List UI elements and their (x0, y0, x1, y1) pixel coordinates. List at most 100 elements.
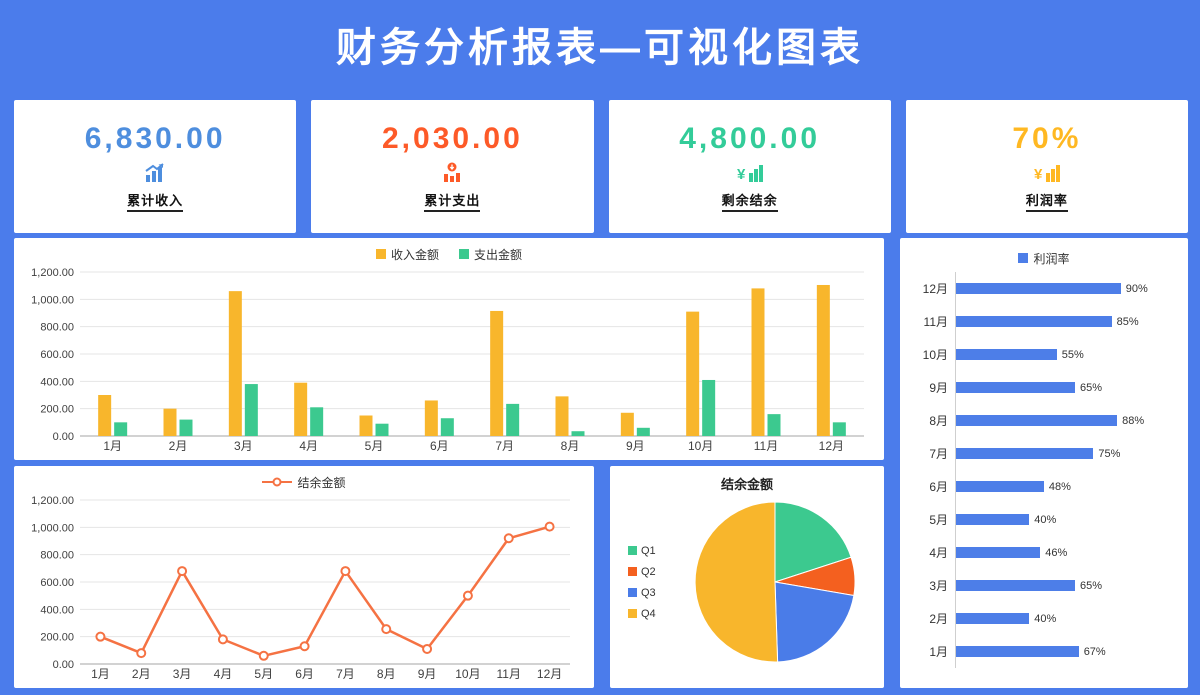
kpi-card-balance: 4,800.00 ¥ 剩余结余 (608, 100, 891, 233)
hbar-value-label: 88% (1122, 414, 1145, 427)
bar-chart-rising-icon (142, 161, 168, 185)
legend-item-income: 收入金额 (375, 246, 439, 263)
hbar-value-label: 46% (1045, 546, 1068, 559)
profit-rate-bar (956, 283, 1121, 294)
hbar-row: 12月 90% (914, 272, 1174, 305)
line-chart-legend: 结余金额 (24, 472, 584, 492)
income-bar (686, 311, 700, 436)
income-bar (620, 412, 634, 436)
hbar-value-label: 75% (1098, 447, 1121, 460)
hbar-value-label: 85% (1116, 315, 1139, 328)
x-tick-label: 7月 (336, 667, 355, 681)
y-tick-label: 1,000.00 (31, 294, 74, 306)
kpi-expense-label: 累计支出 (424, 190, 481, 212)
balance-pie-chart (694, 501, 856, 663)
x-tick-label: 3月 (234, 439, 253, 453)
x-tick-label: 11月 (497, 667, 521, 681)
x-tick-label: 5月 (254, 667, 273, 681)
kpi-expense-value: 2,030.00 (381, 121, 523, 155)
y-tick-label: 600.00 (40, 577, 74, 589)
line-marker (462, 590, 473, 601)
legend-label-q4: Q4 (641, 607, 656, 620)
profit-rate-bar (956, 316, 1112, 327)
y-tick-label: 0.00 (53, 431, 74, 443)
line-marker (177, 566, 188, 577)
expense-bar (636, 427, 650, 436)
profit-rate-bar (956, 613, 1030, 624)
kpi-profit-label: 利润率 (1025, 190, 1068, 212)
legend-line-marker-icon (262, 477, 293, 487)
y-tick-label: 1,200.00 (31, 495, 74, 507)
page-title: 财务分析报表—可视化图表 (336, 26, 864, 70)
hbar-row: 11月 85% (914, 305, 1174, 338)
hbar-value-label: 48% (1048, 480, 1071, 493)
line-marker (136, 648, 147, 659)
kpi-row: 6,830.00 累计收入 2,030.00 (14, 100, 1188, 233)
kpi-profit-value: 70% (1012, 121, 1082, 155)
legend-label-profit-rate: 利润率 (1033, 251, 1070, 266)
svg-text:¥: ¥ (737, 166, 746, 183)
yen-bars-icon: ¥ (1033, 161, 1061, 185)
legend-label-q3: Q3 (641, 586, 656, 599)
legend-label-q2: Q2 (641, 565, 656, 578)
x-tick-label: 10月 (455, 667, 480, 681)
x-tick-label: 9月 (418, 667, 437, 681)
y-tick-label: 400.00 (40, 604, 74, 616)
hbar-value-label: 65% (1080, 381, 1103, 394)
y-tick-label: 800.00 (40, 550, 74, 562)
line-marker (258, 650, 269, 661)
profit-rate-hbar-chart-card: 利润率 12月 90% 11月 85% 10月 55% 9月 65% 8月 88% 7月 75% 6月 4… (900, 238, 1188, 688)
income-bar (228, 291, 242, 436)
hbar-track: 67% (955, 635, 1174, 668)
x-tick-label: 8月 (377, 667, 396, 681)
yen-bars-icon: ¥ (736, 161, 764, 185)
expense-bar (114, 422, 128, 436)
income-bar (163, 408, 177, 436)
kpi-income-value: 6,830.00 (84, 121, 226, 155)
expense-bar (506, 403, 520, 436)
header: 财务分析报表—可视化图表 (0, 0, 1200, 88)
hbar-value-label: 90% (1125, 282, 1148, 295)
legend-swatch-q1 (628, 546, 637, 555)
income-bar (490, 310, 504, 436)
balance-line (99, 525, 550, 658)
profit-rate-bar (956, 481, 1044, 492)
expense-bar (310, 407, 324, 436)
line-marker (95, 631, 106, 642)
line-marker (422, 643, 433, 654)
legend-swatch-q3 (628, 588, 637, 597)
balance-line-chart: 0.00 200.00 400.00 600.00 800.00 1,000.00 1,20… (31, 495, 570, 681)
pie-slice-q4 (694, 501, 779, 663)
x-tick-label: 3月 (173, 667, 192, 681)
hbar-month-label: 3月 (929, 579, 948, 593)
x-tick-label: 12月 (819, 439, 844, 453)
kpi-card-profit: 70% ¥ 利润率 (905, 100, 1188, 233)
x-tick-label: 12月 (537, 667, 562, 681)
hbar-row: 4月 46% (914, 536, 1174, 569)
expense-bar (767, 414, 781, 436)
hbar-row: 8月 88% (914, 404, 1174, 437)
y-tick-label: 400.00 (40, 376, 74, 388)
legend-swatch-profit-rate (1018, 253, 1029, 263)
kpi-card-income: 6,830.00 累计收入 (14, 100, 297, 233)
y-tick-label: 0.00 (53, 659, 74, 671)
x-tick-label: 2月 (132, 667, 151, 681)
hbar-row: 2月 40% (914, 602, 1174, 635)
legend-swatch-income (375, 249, 386, 259)
x-tick-label: 6月 (295, 667, 314, 681)
legend-item-q3: Q3 (628, 587, 690, 599)
hbar-row: 3月 65% (914, 569, 1174, 602)
expense-bar (244, 384, 258, 436)
legend-label-expense: 支出金额 (474, 247, 523, 262)
hbar-track: 65% (955, 371, 1174, 404)
kpi-income-label: 累计收入 (127, 190, 184, 212)
hbar-month-label: 7月 (929, 447, 948, 461)
x-tick-label: 11月 (754, 439, 778, 453)
income-bar (98, 395, 112, 436)
expense-bar (832, 422, 846, 436)
x-tick-label: 4月 (299, 439, 318, 453)
hbar-value-label: 40% (1034, 612, 1057, 625)
hbar-value-label: 67% (1083, 645, 1106, 658)
x-tick-label: 4月 (214, 667, 233, 681)
y-tick-label: 1,000.00 (31, 522, 74, 534)
